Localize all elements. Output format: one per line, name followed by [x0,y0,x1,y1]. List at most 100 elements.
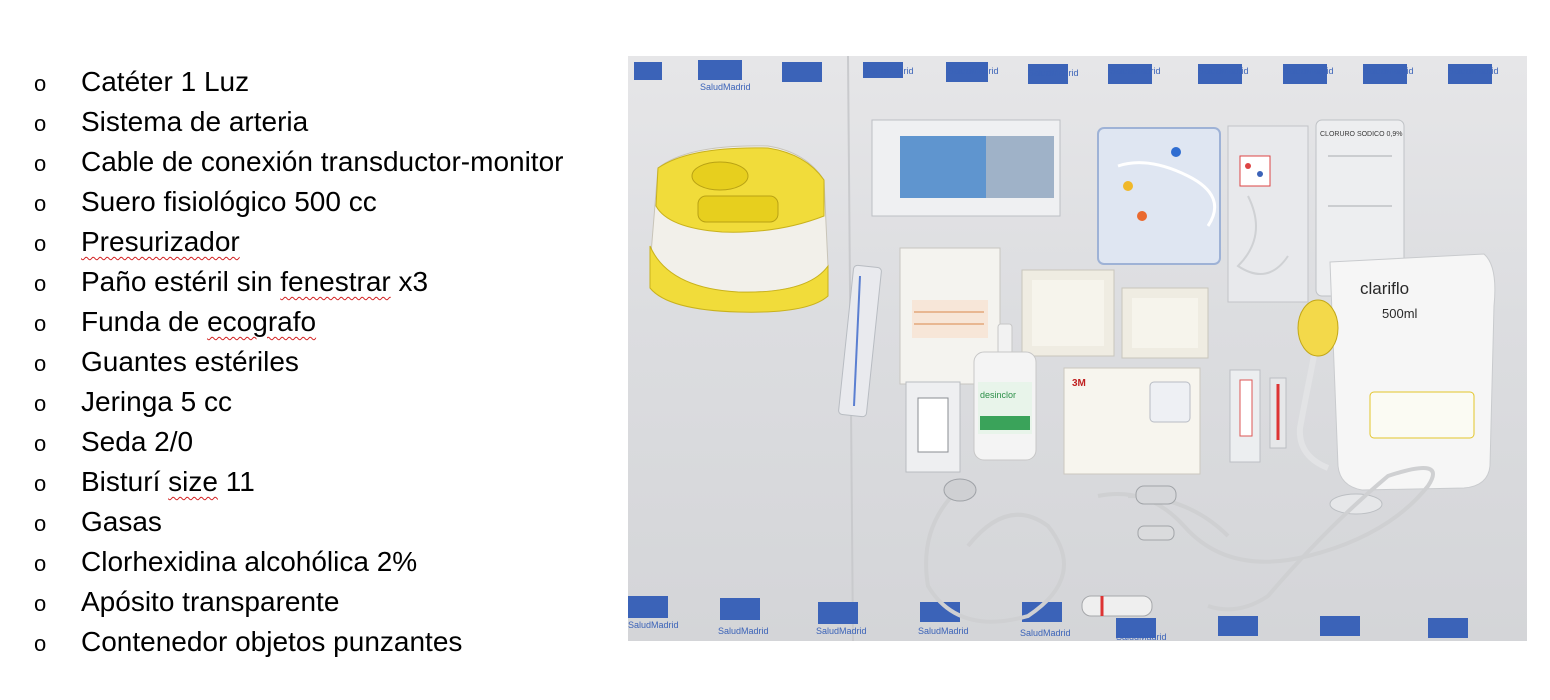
bullet-marker: o [34,591,47,616]
transducer-connectors [943,478,1177,617]
supply-item-text: Funda de ecografo [81,302,316,342]
bullet-marker: o [34,191,47,216]
svg-text:SaludMadrid: SaludMadrid [1020,628,1071,638]
svg-text:SaludMadrid: SaludMadrid [628,620,679,630]
misspelled-word: size [168,466,218,497]
supply-item-text: Suero fisiológico 500 cc [81,182,377,222]
svg-text:3M: 3M [1072,378,1086,389]
supply-item: o Presurizador [34,222,563,262]
supply-item-text: Contenedor objetos punzantes [81,622,462,662]
bullet-marker: o [34,471,47,496]
supply-item-text: Seda 2/0 [81,422,193,462]
supply-item: o Contenedor objetos punzantes [34,622,563,662]
text-segment: x3 [390,266,429,297]
text-segment: Clorhexidina alcohólica 2% [81,546,418,577]
transducer-cable [924,466,1435,624]
bullet-marker: o [34,431,47,456]
svg-text:SaludMadrid: SaludMadrid [1028,68,1079,78]
supply-item: o Catéter 1 Luz [34,62,563,102]
svg-text:SaludMadrid: SaludMadrid [863,66,914,76]
bullet-marker: o [34,71,47,96]
text-segment: Jeringa 5 cc [81,386,232,417]
svg-text:CLORURO SODICO 0,9%: CLORURO SODICO 0,9% [1320,131,1402,138]
supply-item: o Cable de conexión transductor-monitor [34,142,563,182]
svg-text:SaludMadrid: SaludMadrid [948,66,999,76]
sterile-drape-pack [871,119,1061,217]
supply-item: o Suero fisiológico 500 cc [34,182,563,222]
bullet-marker: o [34,111,47,136]
bullet-marker: o [34,151,47,176]
supply-item-text: Sistema de arteria [81,102,308,142]
suture-packet [905,381,961,473]
text-segment: Suero fisiológico 500 cc [81,186,377,217]
supply-item: o Guantes estériles [34,342,563,382]
text-segment: Bisturí [81,466,169,497]
bullet-marker: o [34,631,47,656]
supplies-photo: SaludMadrid SaludMadrid SaludMadrid Salu… [628,56,1527,641]
drape-logos-top: SaludMadrid SaludMadrid SaludMadrid Salu… [634,60,1499,92]
gauze-packs [1021,269,1209,359]
svg-text:SaludMadrid: SaludMadrid [1198,66,1249,76]
svg-text:SaludMadrid: SaludMadrid [1110,66,1161,76]
svg-text:SaludMadrid: SaludMadrid [700,82,751,92]
bullet-marker: o [34,271,47,296]
bullet-marker: o [34,391,47,416]
supply-item-text: Jeringa 5 cc [81,382,232,422]
text-segment: Paño estéril sin [81,266,281,297]
supply-item-text: Clorhexidina alcohólica 2% [81,542,417,582]
text-segment: Catéter 1 Luz [81,66,250,97]
supply-item: o Bisturí size 11 [34,462,563,502]
svg-text:desinclor: desinclor [980,390,1016,400]
syringe-scalpel [1229,369,1287,463]
bullet-marker: o [34,511,47,536]
supply-item: o Gasas [34,502,563,542]
supply-item: o Jeringa 5 cc [34,382,563,422]
text-segment: Contenedor objetos punzantes [81,626,463,657]
svg-text:SaludMadrid: SaludMadrid [1283,66,1334,76]
svg-text:500ml: 500ml [1382,306,1418,321]
supply-item-text: Gasas [81,502,162,542]
text-segment: 11 [217,466,255,497]
svg-text:SaludMadrid: SaludMadrid [816,626,867,636]
arterial-line-kit [1097,127,1221,265]
bullet-marker: o [34,551,47,576]
svg-text:SaludMadrid: SaludMadrid [1363,66,1414,76]
supply-list: o Catéter 1 Luz o Sistema de arteria o Cable … [34,62,563,662]
text-segment: Cable de conexión transductor-monitor [81,146,564,177]
chlorhexidine-bottle: desinclor [973,323,1037,461]
text-segment: Sistema de arteria [81,106,309,137]
svg-text:SaludMadrid: SaludMadrid [718,626,769,636]
supply-item: o Clorhexidina alcohólica 2% [34,542,563,582]
svg-text:SaludMadrid: SaludMadrid [918,626,969,636]
transparent-dressing: 3M [1063,367,1201,475]
svg-text:SaludMadrid: SaludMadrid [1448,66,1499,76]
supply-item-text: Guantes estériles [81,342,299,382]
supply-item-text: Paño estéril sin fenestrar x3 [81,262,428,302]
infusion-set [1227,125,1309,303]
svg-text:SaludMadrid: SaludMadrid [1116,632,1167,641]
misspelled-word: fenestrar [280,266,391,297]
supply-item: o Sistema de arteria [34,102,563,142]
drape-logos-bottom: SaludMadrid SaludMadrid SaludMadrid Salu… [628,596,1468,641]
svg-text:clariflo: clariflo [1360,279,1409,298]
bullet-marker: o [34,311,47,336]
supply-item: o Apósito transparente [34,582,563,622]
supply-item-text: Catéter 1 Luz [81,62,249,102]
text-segment: Guantes estériles [81,346,299,377]
supply-item: o Seda 2/0 [34,422,563,462]
sharps-container [649,145,829,313]
supply-item-text: Presurizador [81,222,240,262]
supply-item: o Funda de ecografo [34,302,563,342]
bullet-marker: o [34,351,47,376]
supply-item-text: Apósito transparente [81,582,339,622]
text-segment: Seda 2/0 [81,426,194,457]
misspelled-word: Presurizador [81,226,240,257]
bullet-marker: o [34,231,47,256]
supply-item: o Paño estéril sin fenestrar x3 [34,262,563,302]
catheter-packet [838,264,882,418]
supply-item-text: Bisturí size 11 [81,462,255,502]
supply-item-text: Cable de conexión transductor-monitor [81,142,563,182]
text-segment: Gasas [81,506,162,537]
misspelled-word: ecografo [207,306,317,337]
text-segment: Funda de [81,306,208,337]
